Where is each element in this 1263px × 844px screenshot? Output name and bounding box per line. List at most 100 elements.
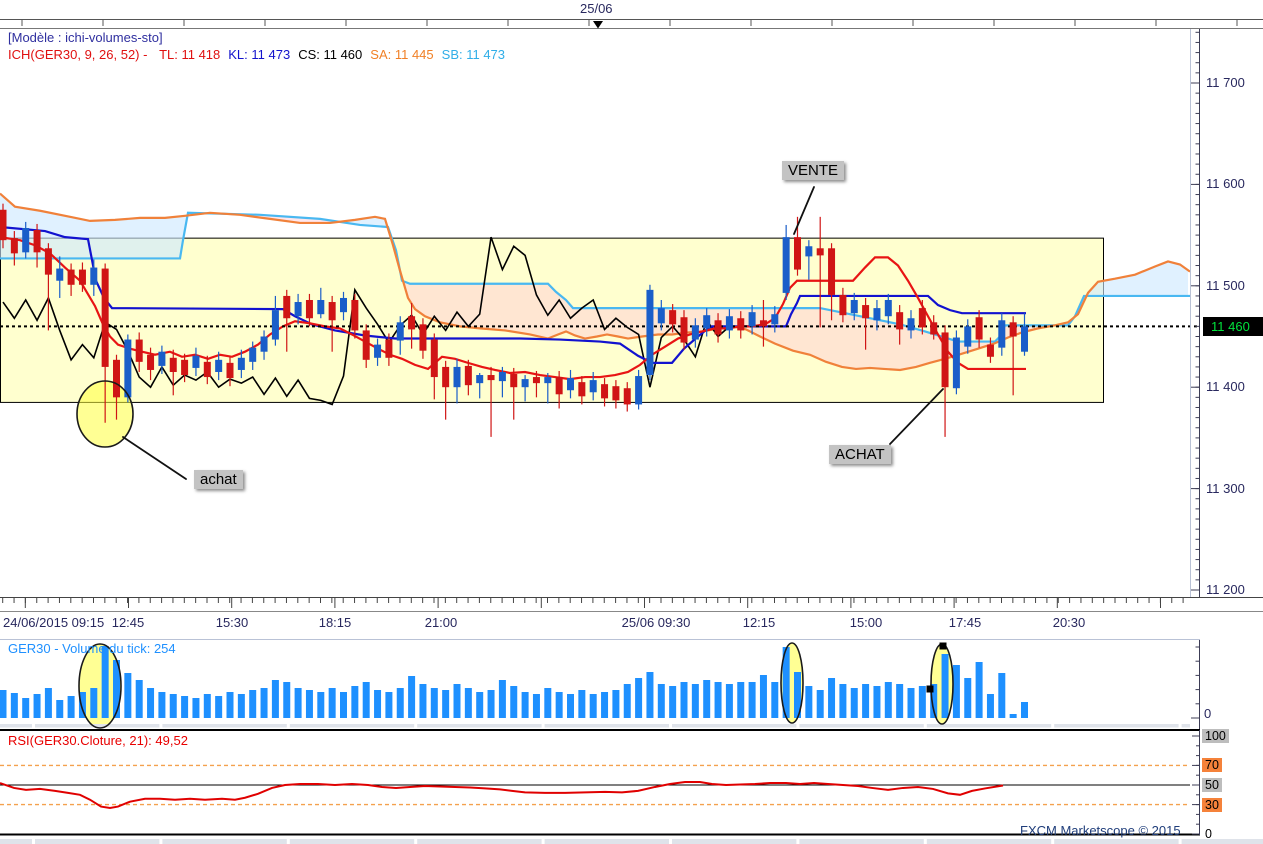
volume-highlight-ellipse-fill[interactable] [79,644,121,728]
candle-up [805,246,813,257]
volume-bar [362,682,370,718]
volume-bar [317,692,325,718]
candle-up [453,366,461,388]
candle-down [385,339,393,358]
achat-annotation-label[interactable]: ACHAT [829,445,891,464]
time-ruler[interactable] [0,597,1263,612]
pane-separator-gap [286,724,290,728]
pane-separator-strip[interactable] [0,724,1190,728]
achat-arrow[interactable] [889,388,944,445]
volume-bar [635,678,643,718]
rsi-level-label: 30 [1202,797,1222,812]
time-axis-label: 15:30 [215,615,249,630]
candle-up [90,267,98,285]
achat-small-arrow[interactable] [122,436,187,480]
volume-bar [192,698,200,718]
scrollbar-track[interactable] [0,839,1263,844]
selection-handle[interactable] [926,685,934,693]
volume-bar [612,690,620,718]
volume-bar [135,680,143,718]
time-axis-label: 18:15 [318,615,352,630]
candle-up [317,299,325,315]
pane-separator-gap [796,724,800,728]
candle-down [714,320,722,335]
candle-down [828,248,836,295]
candle-up [907,318,915,331]
candle-down [33,230,41,253]
volume-bar [737,682,745,718]
top-ruler[interactable] [0,19,1263,29]
rsi-line [0,781,1004,810]
volume-bar [748,682,756,718]
volume-bar [975,662,983,718]
candle-down [362,330,370,360]
candle-up [567,378,574,391]
volume-bar [691,684,699,718]
candle-down [759,320,767,327]
candle-up [249,347,257,362]
pane-separator-gap [32,724,35,728]
time-axis-label: 24/06/2015 09:15 [3,615,105,630]
achat-highlight-ellipse[interactable] [76,380,134,448]
volume-bar [340,692,347,718]
price-axis-label: 11 700 [1206,75,1245,90]
vente-arrow[interactable] [793,186,815,235]
candle-down [305,299,313,319]
volume-bar [169,694,177,718]
volume-bar [601,692,609,718]
pane-separator-gap [1051,724,1055,728]
volume-bar [249,690,257,718]
ichimoku-legend-segment: KL: 11 473 [228,47,291,62]
volume-bar [0,690,7,718]
candle-down [464,365,472,386]
scrollbar-gap [414,839,418,844]
candle-up [215,359,223,372]
volume-bar [714,682,722,718]
volume-highlight-ellipse[interactable] [780,642,804,724]
candle-down [169,357,177,372]
candle-up [873,308,881,321]
volume-panel[interactable] [0,639,1200,731]
rsi-panel[interactable] [0,729,1200,836]
volume-bar [657,684,665,718]
scrollbar-gap [796,839,800,844]
candle-down [794,237,801,270]
pane-separator-gap [541,724,545,728]
volume-highlight-ellipse[interactable] [78,643,122,729]
candlestick-series[interactable] [0,203,1028,437]
price-axis-label: 11 500 [1206,277,1245,293]
volume-bar [884,682,892,718]
volume-bar [260,688,268,718]
volume-bar [794,672,801,718]
candle-up [646,289,654,376]
volume-bar [10,693,18,718]
volume-bar [930,684,938,718]
volume-bar [646,672,654,718]
scrollbar-gap [1178,839,1182,844]
volume-bar [589,694,597,718]
candle-up [1021,326,1028,352]
achat-small-annotation-label[interactable]: achat [194,470,243,489]
selection-handle[interactable] [939,642,947,650]
candle-down [101,268,109,367]
price-axis-ticks[interactable] [1191,29,1200,597]
candle-down [669,310,677,325]
candle-down [930,322,938,335]
candle-down [419,324,427,351]
price-axis-label: 11 400 [1206,379,1245,395]
price-axis-label: 11 200 [1206,582,1245,597]
candle-down [203,361,211,378]
vente-annotation-label[interactable]: VENTE [782,161,845,180]
rsi-level-label: 70 [1202,758,1222,773]
candle-up [260,336,268,352]
bottom-scrollbar[interactable] [0,839,1263,844]
candle-up [192,355,200,368]
candle-up [691,325,699,340]
candle-up [237,357,245,370]
volume-bar [419,684,427,718]
ichimoku-legend-segment: SB: 11 473 [441,47,506,62]
date-marker-triangle[interactable] [593,21,603,29]
candle-down [623,388,631,405]
volume-bar [998,673,1006,718]
